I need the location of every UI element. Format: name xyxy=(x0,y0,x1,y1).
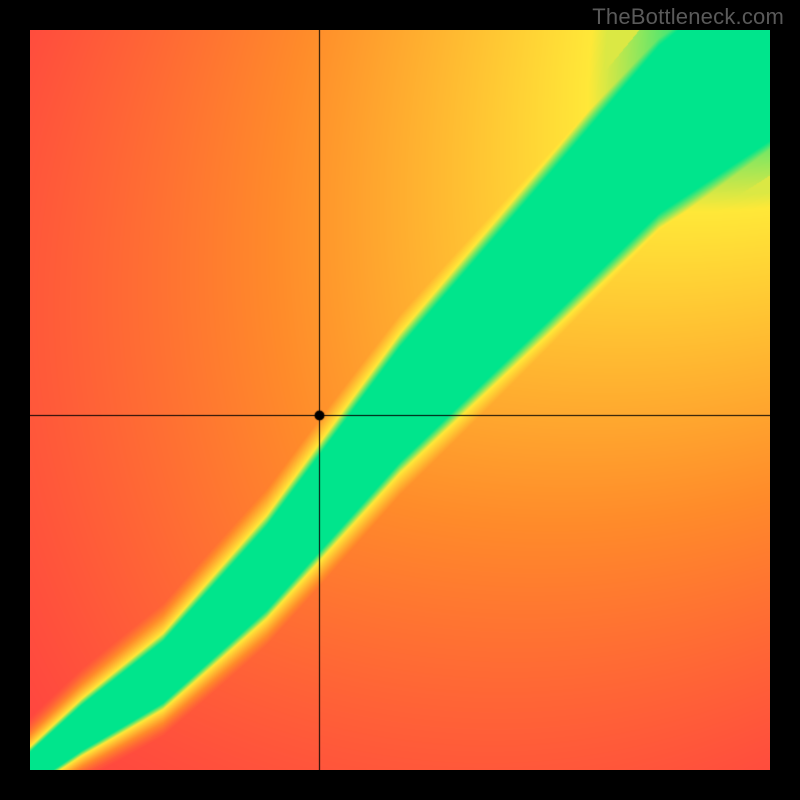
attribution-text: TheBottleneck.com xyxy=(592,4,784,30)
heatmap-canvas xyxy=(30,30,770,770)
plot-area xyxy=(30,30,770,770)
chart-container: TheBottleneck.com xyxy=(0,0,800,800)
